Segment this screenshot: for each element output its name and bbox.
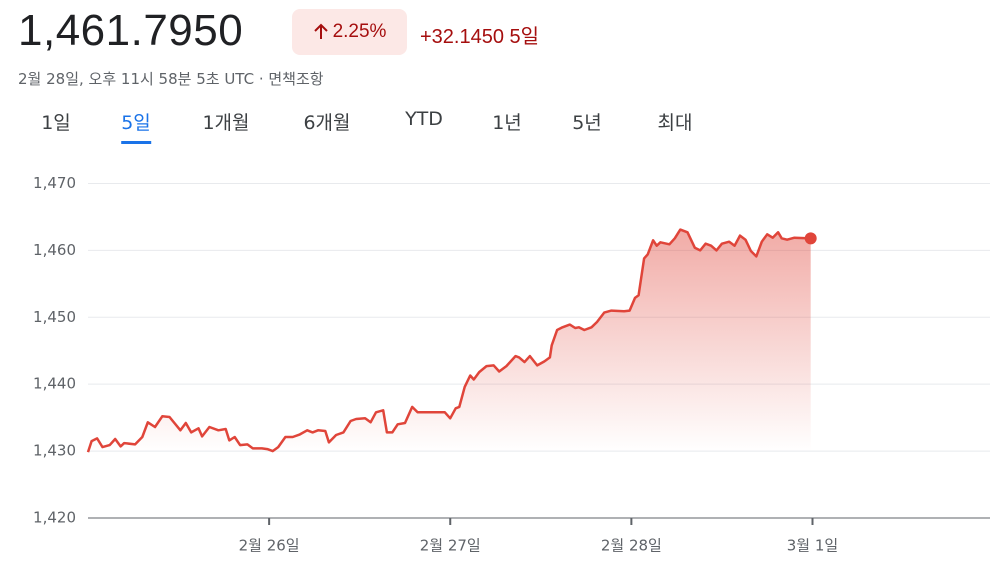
range-tab[interactable]: 6개월	[303, 112, 351, 134]
up-arrow	[313, 23, 328, 39]
y-tick-label: 1,420	[33, 509, 76, 527]
range-tab[interactable]: 5일	[121, 108, 151, 144]
timestamp: 2월 28일, 오후 11시 58분 5초 UTC · 면책조항	[18, 70, 324, 88]
area-fill	[88, 229, 811, 453]
period: 5일	[509, 26, 540, 48]
range-tab[interactable]: 1년	[492, 112, 522, 134]
change-value: +32.1450	[420, 26, 504, 48]
range-tab[interactable]: YTD	[405, 108, 443, 130]
y-tick-label: 1,440	[33, 375, 76, 393]
change: +32.1450 5일	[420, 20, 539, 49]
x-tick-label: 2월 28일	[601, 537, 662, 555]
range-tab[interactable]: 1개월	[202, 112, 250, 134]
y-tick-label: 1,430	[33, 442, 76, 460]
last-point	[804, 232, 817, 245]
range-tab[interactable]: 1일	[41, 112, 71, 134]
x-tick-label: 2월 27일	[420, 537, 481, 555]
price: 1,461.7950	[18, 6, 244, 55]
change-percent: 2.25%	[332, 21, 387, 42]
range-tab[interactable]: 5년	[572, 112, 602, 134]
change-badge: 2.25%	[292, 9, 407, 55]
range-tab[interactable]: 최대	[657, 112, 693, 134]
x-tick-label: 3월 1일	[787, 537, 838, 555]
x-tick-label: 2월 26일	[239, 537, 300, 555]
y-tick-label: 1,470	[33, 174, 76, 192]
price-line	[86, 228, 811, 453]
y-tick-label: 1,460	[33, 241, 76, 259]
y-tick-label: 1,450	[33, 308, 76, 326]
